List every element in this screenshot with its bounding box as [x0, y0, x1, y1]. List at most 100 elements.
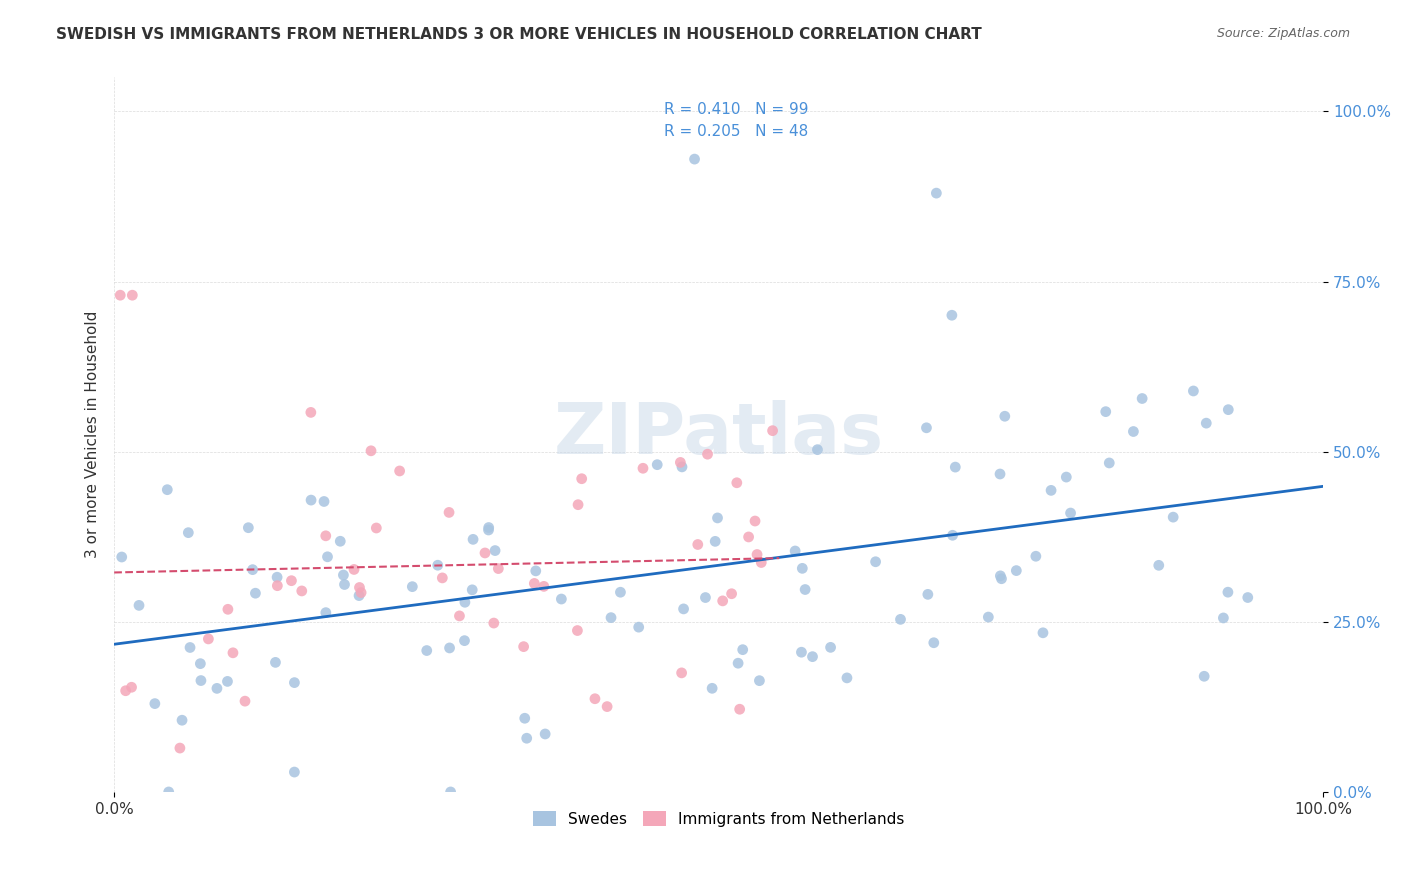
Immigrants from Netherlands [432, 571, 454, 585]
Swedes [143, 697, 166, 711]
Swedes [671, 459, 693, 474]
Immigrants from Netherlands [720, 587, 742, 601]
Swedes [312, 494, 335, 508]
Legend: Swedes, Immigrants from Netherlands: Swedes, Immigrants from Netherlands [526, 803, 912, 834]
Text: R = 0.205   N = 48: R = 0.205 N = 48 [664, 124, 808, 139]
Swedes [645, 458, 668, 472]
Swedes [994, 409, 1017, 424]
Swedes [790, 645, 813, 659]
Swedes [461, 582, 484, 597]
Swedes [700, 681, 723, 696]
Swedes [242, 563, 264, 577]
Immigrants from Netherlands [349, 581, 371, 595]
Immigrants from Netherlands [121, 288, 143, 302]
Swedes [748, 673, 770, 688]
Swedes [332, 568, 354, 582]
Swedes [943, 460, 966, 475]
Swedes [922, 636, 945, 650]
Immigrants from Netherlands [749, 556, 772, 570]
Immigrants from Netherlands [567, 498, 589, 512]
Swedes [1025, 549, 1047, 564]
Swedes [453, 633, 475, 648]
Immigrants from Netherlands [728, 702, 751, 716]
Immigrants from Netherlands [350, 585, 373, 599]
Swedes [792, 561, 814, 575]
Swedes [1212, 611, 1234, 625]
Immigrants from Netherlands [121, 680, 143, 694]
Swedes [264, 656, 287, 670]
Swedes [820, 640, 842, 655]
Immigrants from Netherlands [583, 691, 606, 706]
Immigrants from Netherlands [725, 475, 748, 490]
Swedes [205, 681, 228, 696]
Swedes [238, 521, 260, 535]
Swedes [977, 610, 1000, 624]
Swedes [315, 606, 337, 620]
Swedes [513, 711, 536, 725]
Swedes [917, 587, 939, 601]
Swedes [266, 570, 288, 584]
Immigrants from Netherlands [523, 576, 546, 591]
Y-axis label: 3 or more Vehicles in Household: 3 or more Vehicles in Household [86, 311, 100, 558]
Immigrants from Netherlands [266, 579, 288, 593]
Swedes [461, 533, 484, 547]
Swedes [316, 549, 339, 564]
Swedes [1032, 625, 1054, 640]
Immigrants from Netherlands [299, 405, 322, 419]
Swedes [988, 467, 1011, 481]
Swedes [609, 585, 631, 599]
Immigrants from Netherlands [567, 624, 589, 638]
Immigrants from Netherlands [486, 561, 509, 575]
Swedes [704, 534, 727, 549]
Swedes [1216, 585, 1239, 599]
Swedes [727, 657, 749, 671]
Immigrants from Netherlands [217, 602, 239, 616]
Swedes [1192, 669, 1215, 683]
Swedes [1059, 506, 1081, 520]
Swedes [190, 673, 212, 688]
Swedes [1130, 392, 1153, 406]
Swedes [1040, 483, 1063, 498]
Immigrants from Netherlands [291, 583, 314, 598]
Immigrants from Netherlands [571, 472, 593, 486]
Immigrants from Netherlands [197, 632, 219, 646]
Swedes [990, 572, 1012, 586]
Immigrants from Netherlands [631, 461, 654, 475]
Immigrants from Netherlands [315, 529, 337, 543]
Swedes [416, 643, 439, 657]
Swedes [534, 727, 557, 741]
Immigrants from Netherlands [744, 514, 766, 528]
Immigrants from Netherlands [671, 665, 693, 680]
Immigrants from Netherlands [114, 683, 136, 698]
Immigrants from Netherlands [711, 594, 734, 608]
Swedes [217, 674, 239, 689]
Swedes [941, 308, 963, 322]
Swedes [1098, 456, 1121, 470]
Swedes [1054, 470, 1077, 484]
Swedes [177, 525, 200, 540]
Immigrants from Netherlands [533, 579, 555, 593]
Swedes [865, 555, 887, 569]
Swedes [683, 152, 706, 166]
Swedes [889, 612, 911, 626]
Swedes [794, 582, 817, 597]
Immigrants from Netherlands [696, 447, 718, 461]
Immigrants from Netherlands [474, 546, 496, 560]
Swedes [401, 580, 423, 594]
Swedes [190, 657, 212, 671]
Swedes [1122, 425, 1144, 439]
Immigrants from Netherlands [686, 537, 709, 551]
Swedes [1236, 591, 1258, 605]
Swedes [329, 534, 352, 549]
Swedes [245, 586, 267, 600]
Swedes [439, 640, 461, 655]
Immigrants from Netherlands [169, 741, 191, 756]
Immigrants from Netherlands [366, 521, 388, 535]
Immigrants from Netherlands [388, 464, 411, 478]
Swedes [516, 731, 538, 746]
Swedes [484, 543, 506, 558]
Swedes [283, 765, 305, 780]
Swedes [1147, 558, 1170, 573]
Swedes [695, 591, 717, 605]
Swedes [111, 549, 134, 564]
